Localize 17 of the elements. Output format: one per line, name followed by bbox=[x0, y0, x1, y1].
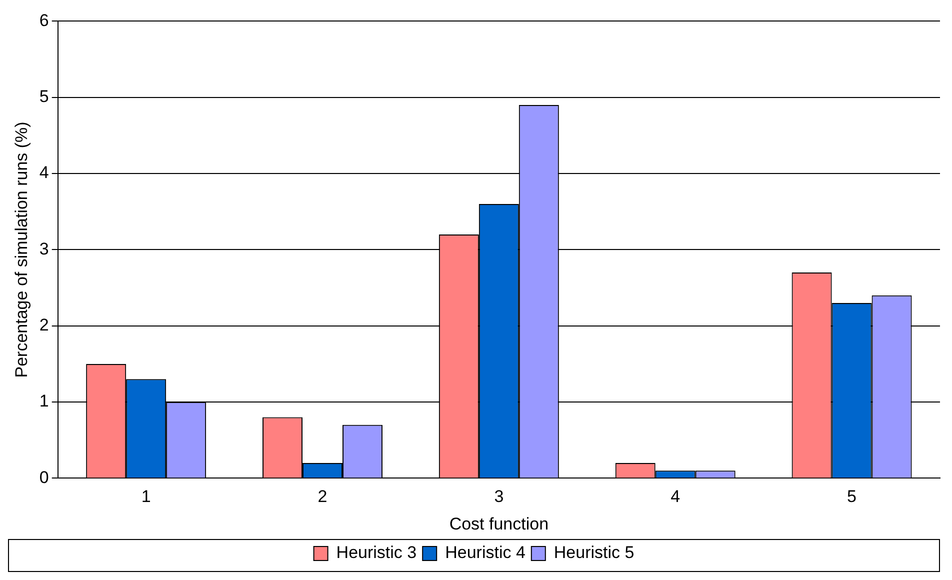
legend-label: Heuristic 5 bbox=[554, 543, 634, 562]
y-axis-title: Percentage of simulation runs (%) bbox=[12, 122, 31, 378]
legend-label: Heuristic 3 bbox=[336, 543, 417, 562]
x-tick-label: 1 bbox=[141, 487, 151, 506]
y-tick-label: 2 bbox=[39, 316, 49, 335]
y-tick-label: 5 bbox=[39, 87, 49, 106]
x-axis-title: Cost function bbox=[449, 514, 549, 534]
x-tick-label: 2 bbox=[318, 487, 328, 506]
y-tick-label: 4 bbox=[39, 163, 49, 182]
x-tick-label: 4 bbox=[670, 487, 680, 506]
x-tick-label: 5 bbox=[847, 487, 857, 506]
y-tick-label: 6 bbox=[39, 10, 49, 30]
legend-label: Heuristic 4 bbox=[445, 543, 526, 562]
y-tick-label: 3 bbox=[39, 239, 49, 258]
x-tick-label: 3 bbox=[494, 487, 504, 506]
y-tick-label: 1 bbox=[39, 392, 49, 411]
y-tick-label: 0 bbox=[39, 468, 49, 487]
